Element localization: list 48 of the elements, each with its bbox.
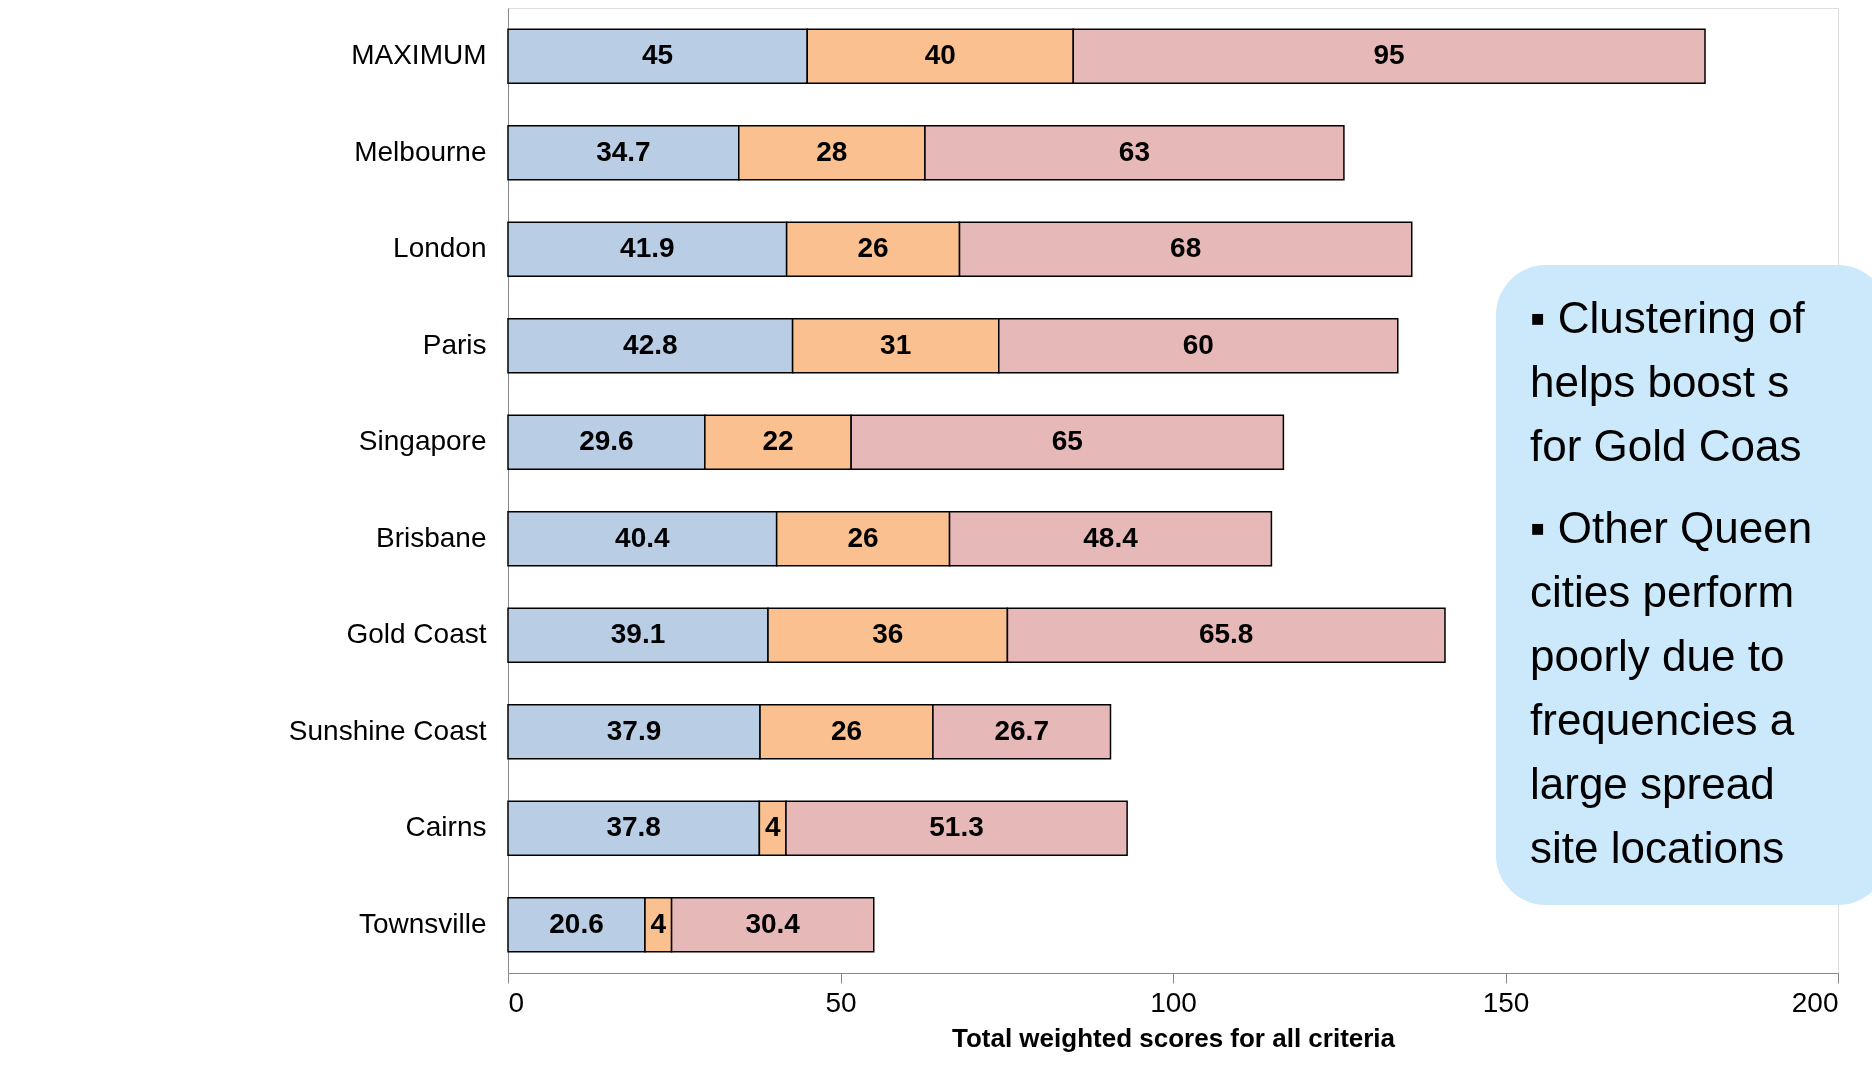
data-label: 45 bbox=[642, 39, 674, 71]
data-label: 63 bbox=[1118, 135, 1151, 167]
data-label: 48.4 bbox=[1083, 521, 1139, 553]
data-label: 26.7 bbox=[994, 714, 1049, 746]
data-label: 51.3 bbox=[929, 811, 984, 843]
x-tick-label: 200 bbox=[1791, 986, 1839, 1018]
y-tick-label: London bbox=[393, 232, 487, 264]
data-label: 20.6 bbox=[549, 907, 604, 939]
data-label: 37.9 bbox=[606, 714, 662, 746]
data-label: 30.4 bbox=[745, 907, 801, 939]
x-axis-title: Total weighted scores for all criteria bbox=[951, 1022, 1396, 1053]
y-tick-label: Sunshine Coast bbox=[288, 714, 487, 746]
data-label: 65 bbox=[1051, 425, 1083, 457]
data-label: 40 bbox=[924, 39, 956, 71]
y-tick-label: Melbourne bbox=[354, 135, 487, 167]
data-label: 26 bbox=[847, 521, 879, 553]
data-label: 29.6 bbox=[579, 425, 634, 457]
data-label: 41.9 bbox=[620, 232, 675, 264]
data-label: 31 bbox=[880, 328, 912, 360]
data-label: 42.8 bbox=[623, 328, 678, 360]
y-tick-label: Cairns bbox=[405, 811, 487, 843]
data-label: 36 bbox=[872, 618, 904, 650]
data-label: 26 bbox=[830, 714, 863, 746]
data-label: 26 bbox=[857, 232, 889, 264]
x-tick-label: 0 bbox=[508, 986, 525, 1018]
y-tick-label: Gold Coast bbox=[346, 618, 487, 650]
x-tick-label: 100 bbox=[1150, 986, 1197, 1018]
data-label: 65.8 bbox=[1198, 618, 1254, 650]
y-tick-label: Paris bbox=[422, 328, 487, 360]
data-label: 60 bbox=[1182, 328, 1214, 360]
data-label: 68 bbox=[1170, 232, 1202, 264]
data-label: 22 bbox=[762, 425, 794, 457]
annotation: ▪ Other Queen cities perform poorly due to frequencies a large spread site locations bbox=[1530, 503, 1813, 872]
data-label: 39.1 bbox=[610, 618, 666, 650]
data-label: 37.8 bbox=[606, 811, 661, 843]
annotation: ▪ Clustering of helps boost s for Gold Coas bbox=[1530, 293, 1806, 470]
data-label: 4 bbox=[650, 907, 667, 939]
data-label: 4 bbox=[764, 811, 781, 843]
data-label: 95 bbox=[1373, 39, 1405, 71]
data-label: 40.4 bbox=[615, 521, 670, 553]
y-tick-label: MAXIMUM bbox=[351, 39, 487, 71]
data-label: 28 bbox=[816, 135, 848, 167]
y-tick-label: Townsville bbox=[358, 907, 487, 939]
data-label: 34.7 bbox=[596, 135, 651, 167]
y-tick-label: Brisbane bbox=[375, 521, 487, 553]
x-tick-label: 150 bbox=[1482, 986, 1530, 1018]
x-tick-label: 50 bbox=[825, 986, 857, 1018]
y-tick-label: Singapore bbox=[358, 425, 487, 457]
